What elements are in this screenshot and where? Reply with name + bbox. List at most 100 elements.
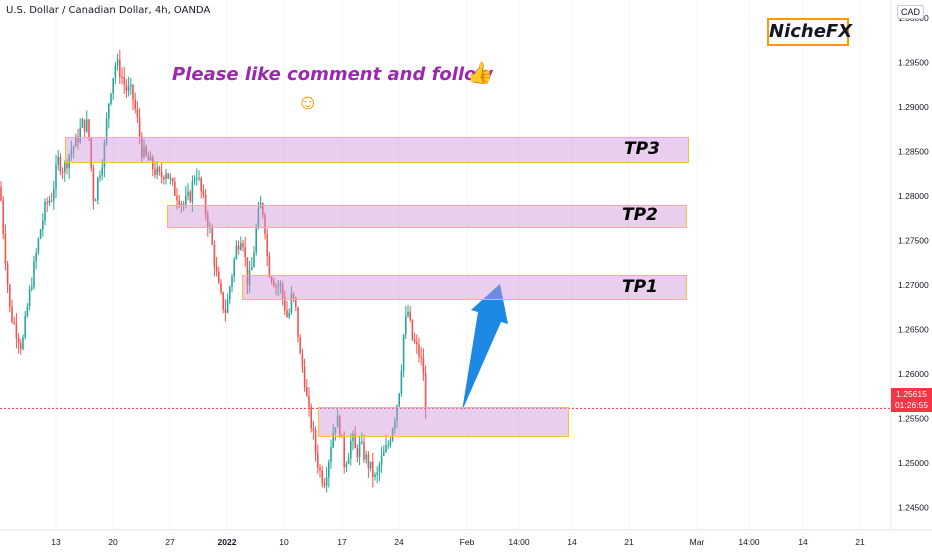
candles: [0, 49, 427, 493]
candle-body: [207, 214, 209, 228]
candle-body: [369, 461, 372, 469]
candle-body: [114, 65, 117, 78]
candle-body: [187, 191, 189, 196]
candle-body: [132, 84, 134, 100]
candle-body: [79, 127, 81, 143]
candle-body: [123, 77, 125, 85]
candle-body: [37, 238, 40, 253]
grid: [55, 0, 861, 530]
thumbs-up-icon: 👍: [467, 62, 494, 85]
candle-body: [365, 454, 367, 460]
time-axis[interactable]: 13 20 27 2022 10 17 24 Feb 14:00 14 21 Mar 14:00 14 21: [0, 529, 932, 547]
candle-body: [171, 178, 174, 182]
price-tick-label: 1.29500: [898, 57, 929, 67]
candle-body: [99, 175, 101, 178]
candle-body: [281, 284, 284, 298]
candle-body: [356, 448, 359, 458]
time-tick-label: 24: [394, 537, 404, 547]
candle-body: [176, 195, 178, 201]
candle-body: [178, 200, 180, 206]
candle-body: [50, 200, 53, 202]
candle-body: [20, 343, 22, 349]
candle-body: [400, 370, 403, 394]
candle-body: [229, 286, 231, 300]
candle-body: [394, 420, 396, 430]
candle-body: [220, 282, 222, 293]
candle-body: [196, 178, 198, 180]
brand-logo: NicheFX: [767, 18, 852, 46]
candle-body: [303, 367, 306, 388]
candle-body: [211, 227, 213, 245]
candle-body: [35, 252, 37, 262]
candle-body: [292, 293, 295, 298]
candle-body: [200, 177, 202, 192]
candle-body: [325, 477, 328, 486]
candle-body: [378, 464, 381, 473]
candle-body: [17, 337, 20, 344]
candle-body: [185, 195, 187, 205]
currency-badge[interactable]: CAD: [896, 5, 924, 19]
candle-body: [174, 181, 176, 196]
candle-body: [380, 455, 383, 465]
candle-body: [48, 200, 51, 204]
zone-tp2[interactable]: [167, 204, 687, 229]
candle-body: [398, 393, 400, 406]
candle-body: [149, 156, 152, 161]
time-tick-label: 20: [108, 537, 118, 547]
price-axis[interactable]: 1.300001.295001.290001.285001.280001.275…: [890, 0, 929, 530]
candle-body: [363, 441, 365, 460]
candle-body: [279, 284, 282, 286]
candle-body: [127, 86, 130, 91]
zone-entry[interactable]: [318, 407, 569, 438]
candle-body: [270, 276, 273, 281]
candle-body: [424, 373, 427, 409]
candle-body: [343, 437, 345, 468]
candle-body: [213, 244, 216, 267]
candle-body: [136, 109, 139, 118]
candle-body: [275, 286, 277, 288]
candle-body: [72, 146, 75, 151]
candle-body: [105, 119, 108, 144]
candle-body: [59, 156, 62, 172]
candle-body: [244, 247, 246, 258]
time-tick-label: 17: [337, 537, 347, 547]
candle-body: [39, 229, 42, 239]
candle-body: [143, 146, 145, 158]
candle-body: [90, 138, 92, 168]
zone-label-tp2: TP2: [622, 205, 658, 226]
symbol-title[interactable]: U.S. Dollar / Canadian Dollar, 4h, OANDA: [6, 5, 211, 16]
time-tick-label: Mar: [690, 537, 705, 547]
candle-body: [310, 406, 312, 429]
candle-body: [13, 321, 15, 324]
candle-body: [26, 306, 29, 316]
candle-body: [167, 173, 169, 179]
candle-body: [160, 171, 163, 178]
candle-body: [103, 143, 106, 168]
candle-body: [306, 387, 308, 396]
candle-body: [121, 76, 123, 78]
candle-body: [418, 344, 420, 357]
candle-body: [383, 451, 385, 456]
candle-body: [389, 440, 392, 445]
zone-tp1[interactable]: [242, 275, 687, 301]
time-tick-label: 14: [567, 537, 577, 547]
candle-body: [138, 117, 141, 137]
candle-body: [312, 428, 315, 431]
candle-body: [358, 442, 361, 458]
candle-body: [257, 208, 260, 229]
candle-body: [112, 77, 114, 94]
price-tick-label: 1.28500: [898, 146, 929, 156]
up-arrow: [462, 284, 508, 411]
candle-body: [226, 299, 229, 313]
candle-body: [330, 447, 332, 462]
zone-tp3[interactable]: [65, 137, 689, 163]
candle-body: [420, 356, 422, 358]
candle-body: [248, 269, 251, 286]
candle-body: [116, 59, 119, 66]
candle-body: [77, 136, 79, 143]
candle-body: [94, 200, 97, 202]
candle-body: [336, 416, 339, 428]
candle-body: [68, 154, 70, 169]
